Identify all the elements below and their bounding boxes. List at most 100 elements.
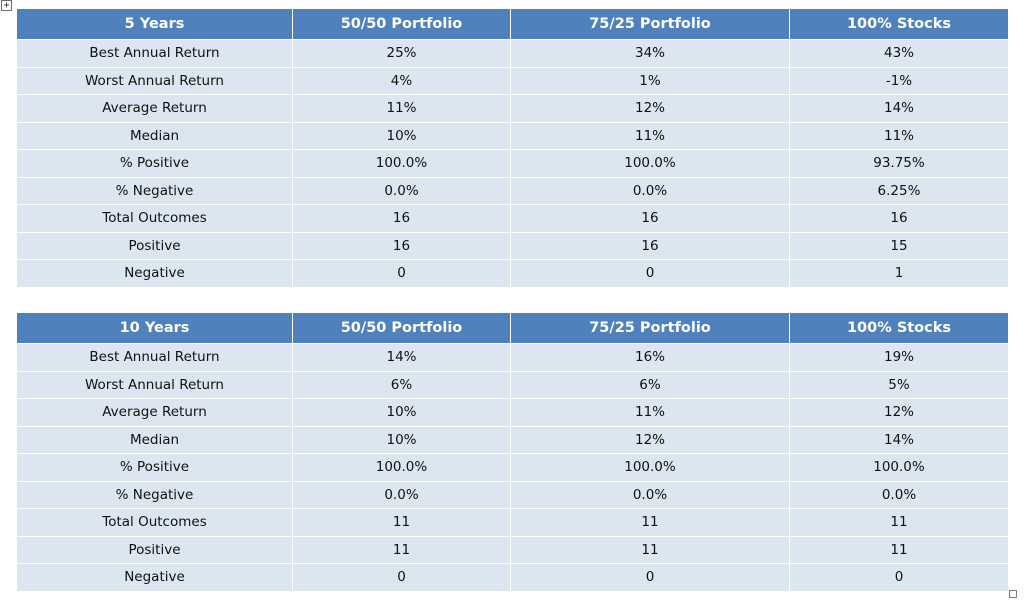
value-cell[interactable]: 0.0% [510, 480, 790, 509]
row-label-cell[interactable]: Median [16, 121, 293, 150]
table-row: Positive 16 16 15 [16, 231, 1009, 260]
value-cell[interactable]: 0 [510, 563, 790, 592]
table-row: Negative 0 0 0 [16, 563, 1009, 592]
row-label-cell[interactable]: % Negative [16, 176, 293, 205]
value-cell[interactable]: 0.0% [789, 480, 1009, 509]
row-label-cell[interactable]: Positive [16, 535, 293, 564]
value-cell[interactable]: 16 [292, 231, 511, 260]
row-label-cell[interactable]: Worst Annual Return [16, 370, 293, 399]
value-cell[interactable]: 10% [292, 425, 511, 454]
value-cell[interactable]: 12% [510, 94, 790, 123]
row-label-cell[interactable]: Median [16, 425, 293, 454]
value-cell[interactable]: 5% [789, 370, 1009, 399]
value-cell[interactable]: 11% [789, 121, 1009, 150]
header-100-stocks[interactable]: 100% Stocks [789, 8, 1009, 40]
value-cell[interactable]: 6.25% [789, 176, 1009, 205]
value-cell[interactable]: 11 [292, 508, 511, 537]
row-label-cell[interactable]: Best Annual Return [16, 343, 293, 372]
value-cell[interactable]: 0 [292, 259, 511, 288]
row-label-cell[interactable]: Total Outcomes [16, 508, 293, 537]
value-cell[interactable]: 0 [292, 563, 511, 592]
value-cell[interactable]: 0.0% [292, 480, 511, 509]
value-cell[interactable]: 1% [510, 66, 790, 95]
table-row: % Negative 0.0% 0.0% 6.25% [16, 176, 1009, 205]
header-75-25-portfolio[interactable]: 75/25 Portfolio [510, 312, 790, 344]
row-label-cell[interactable]: Positive [16, 231, 293, 260]
value-cell[interactable]: 16% [510, 343, 790, 372]
row-label-cell[interactable]: % Positive [16, 453, 293, 482]
value-cell[interactable]: 14% [789, 94, 1009, 123]
value-cell[interactable]: 11 [510, 535, 790, 564]
value-cell[interactable]: 0.0% [292, 176, 511, 205]
value-cell[interactable]: 14% [292, 343, 511, 372]
table-row: % Negative 0.0% 0.0% 0.0% [16, 480, 1009, 509]
value-cell[interactable]: 11 [510, 508, 790, 537]
value-cell[interactable]: 11% [510, 121, 790, 150]
value-cell[interactable]: 11% [510, 398, 790, 427]
value-cell[interactable]: 0 [789, 563, 1009, 592]
value-cell[interactable]: 6% [292, 370, 511, 399]
row-label-cell[interactable]: Total Outcomes [16, 204, 293, 233]
header-100-stocks[interactable]: 100% Stocks [789, 312, 1009, 344]
value-cell[interactable]: 16 [292, 204, 511, 233]
value-cell[interactable]: 6% [510, 370, 790, 399]
row-label-cell[interactable]: % Positive [16, 149, 293, 178]
table-move-handle-icon[interactable]: + [1, 0, 12, 11]
table-row: Worst Annual Return 4% 1% -1% [16, 66, 1009, 95]
value-cell[interactable]: 100.0% [292, 149, 511, 178]
value-cell[interactable]: 14% [789, 425, 1009, 454]
header-period[interactable]: 10 Years [16, 312, 293, 344]
value-cell[interactable]: 0.0% [510, 176, 790, 205]
table-row: Median 10% 12% 14% [16, 425, 1009, 454]
value-cell[interactable]: 43% [789, 39, 1009, 68]
value-cell[interactable]: 12% [510, 425, 790, 454]
header-50-50-portfolio[interactable]: 50/50 Portfolio [292, 312, 511, 344]
row-label-cell[interactable]: Worst Annual Return [16, 66, 293, 95]
table-row: Best Annual Return 25% 34% 43% [16, 39, 1009, 68]
value-cell[interactable]: 11 [789, 535, 1009, 564]
row-label-cell[interactable]: Negative [16, 563, 293, 592]
value-cell[interactable]: 16 [510, 231, 790, 260]
value-cell[interactable]: 25% [292, 39, 511, 68]
value-cell[interactable]: 15 [789, 231, 1009, 260]
table-row: Worst Annual Return 6% 6% 5% [16, 370, 1009, 399]
value-cell[interactable]: 4% [292, 66, 511, 95]
value-cell[interactable]: 11% [292, 94, 511, 123]
value-cell[interactable]: 19% [789, 343, 1009, 372]
value-cell[interactable]: 10% [292, 398, 511, 427]
value-cell[interactable]: 100.0% [510, 149, 790, 178]
value-cell[interactable]: -1% [789, 66, 1009, 95]
value-cell[interactable]: 16 [789, 204, 1009, 233]
table-row: Best Annual Return 14% 16% 19% [16, 343, 1009, 372]
row-label-cell[interactable]: Average Return [16, 94, 293, 123]
ten-year-returns-table: 10 Years 50/50 Portfolio 75/25 Portfolio… [16, 312, 1009, 592]
value-cell[interactable]: 0 [510, 259, 790, 288]
table-resize-handle-icon[interactable] [1009, 590, 1017, 598]
value-cell[interactable]: 10% [292, 121, 511, 150]
table-row: Average Return 10% 11% 12% [16, 398, 1009, 427]
table-row: Total Outcomes 11 11 11 [16, 508, 1009, 537]
table-row: Total Outcomes 16 16 16 [16, 204, 1009, 233]
value-cell[interactable]: 11 [292, 535, 511, 564]
value-cell[interactable]: 34% [510, 39, 790, 68]
table-header-row: 5 Years 50/50 Portfolio 75/25 Portfolio … [16, 8, 1009, 40]
row-label-cell[interactable]: % Negative [16, 480, 293, 509]
table-row: Negative 0 0 1 [16, 259, 1009, 288]
header-50-50-portfolio[interactable]: 50/50 Portfolio [292, 8, 511, 40]
header-period[interactable]: 5 Years [16, 8, 293, 40]
value-cell[interactable]: 12% [789, 398, 1009, 427]
row-label-cell[interactable]: Best Annual Return [16, 39, 293, 68]
table-row: Average Return 11% 12% 14% [16, 94, 1009, 123]
value-cell[interactable]: 100.0% [510, 453, 790, 482]
value-cell[interactable]: 1 [789, 259, 1009, 288]
table-row: Median 10% 11% 11% [16, 121, 1009, 150]
value-cell[interactable]: 11 [789, 508, 1009, 537]
value-cell[interactable]: 100.0% [292, 453, 511, 482]
value-cell[interactable]: 16 [510, 204, 790, 233]
value-cell[interactable]: 100.0% [789, 453, 1009, 482]
header-75-25-portfolio[interactable]: 75/25 Portfolio [510, 8, 790, 40]
row-label-cell[interactable]: Average Return [16, 398, 293, 427]
value-cell[interactable]: 93.75% [789, 149, 1009, 178]
table-row: % Positive 100.0% 100.0% 100.0% [16, 453, 1009, 482]
row-label-cell[interactable]: Negative [16, 259, 293, 288]
